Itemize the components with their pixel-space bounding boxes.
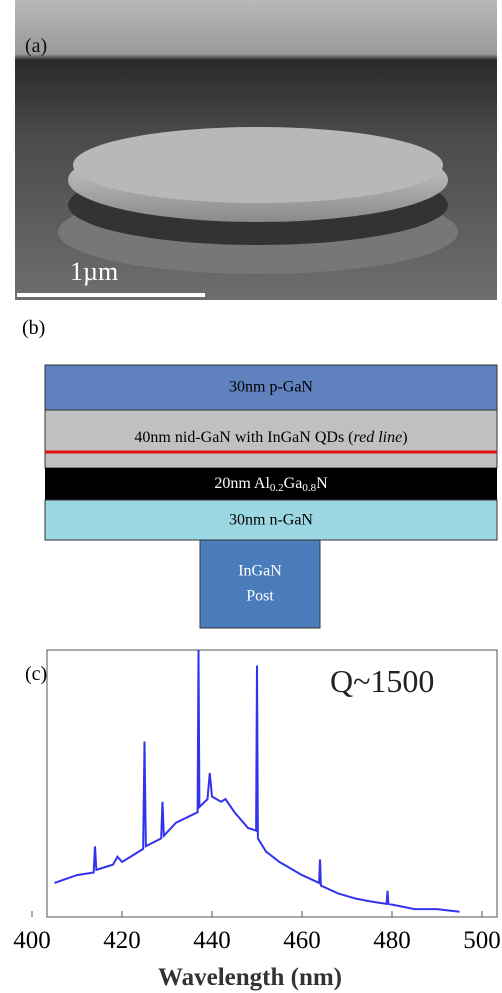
post (199, 539, 321, 629)
layer-text: 30nm n-GaN (229, 512, 313, 529)
x-tick-label: 420 (103, 927, 141, 954)
x-tick-label: 460 (283, 927, 321, 954)
x-tick-label: 480 (373, 927, 411, 954)
spectrum-chart: 400 420 440 460 480 500 Wavelength (nm) (c) Q~15… (13, 649, 501, 991)
disk-face (73, 127, 443, 203)
text-part: ) (402, 429, 407, 446)
post-text: InGaN (238, 563, 282, 580)
x-tick-label: 440 (193, 927, 231, 954)
layer (44, 364, 498, 411)
x-tick-label: 500 (463, 927, 501, 954)
panel-label: (b) (22, 317, 45, 339)
text-part: 20nm Al (214, 475, 270, 492)
layer (45, 468, 497, 500)
x-axis-label: Wavelength (nm) (158, 964, 342, 991)
scale-label: 1µm (70, 257, 118, 286)
text-part: red line (354, 429, 403, 446)
x-tick-label: 400 (13, 927, 51, 954)
text-part: N (316, 475, 328, 492)
layer-text: 20nm Al0.2Ga0.8N (214, 475, 328, 494)
post-text: Post (246, 588, 274, 605)
layer-text: 30nm p-GaN (229, 379, 313, 396)
annotation: Q~1500 (330, 663, 434, 699)
layer-text: 40nm nid-GaN with InGaN QDs (red line) (134, 429, 407, 446)
text-part: Ga (284, 475, 303, 492)
spectrum-line (54, 649, 460, 913)
panel-label: (a) (25, 35, 47, 57)
panel-label: (c) (25, 663, 47, 685)
text-part: 0.8 (302, 482, 316, 494)
text-part: 0.2 (270, 482, 284, 494)
layer (44, 499, 498, 541)
plot-frame (46, 649, 498, 918)
text-part: 40nm nid-GaN with InGaN QDs ( (134, 429, 353, 446)
